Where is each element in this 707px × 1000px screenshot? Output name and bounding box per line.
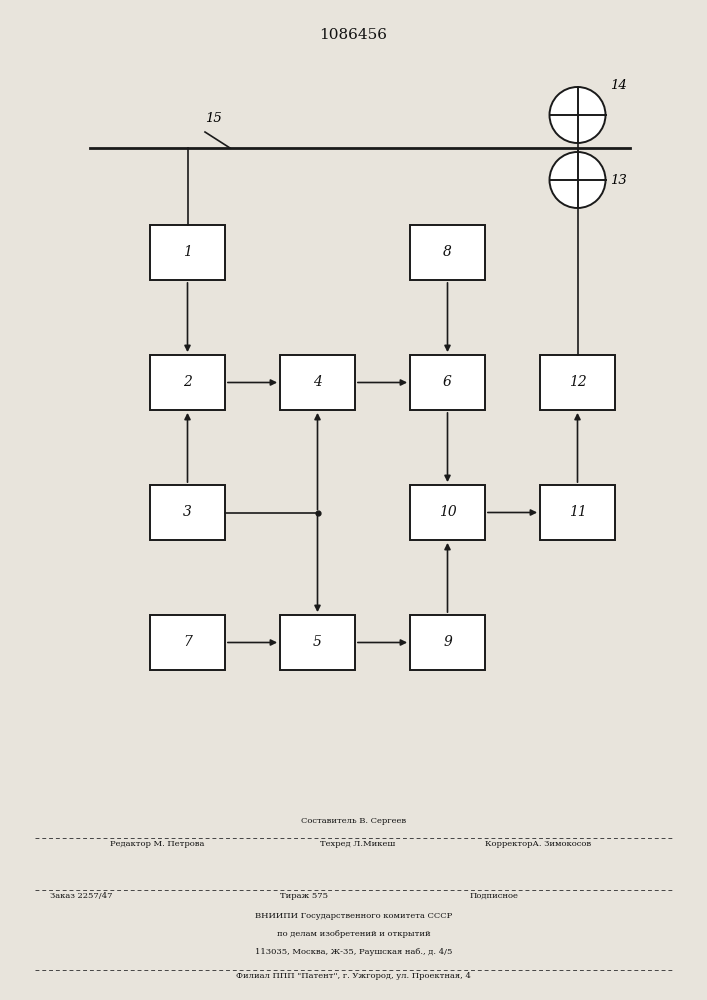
Text: 1086456: 1086456	[320, 28, 387, 42]
Text: Филиал ППП "Патент", г. Ужгород, ул. Проектная, 4: Филиал ППП "Патент", г. Ужгород, ул. Про…	[236, 972, 471, 980]
Bar	[540, 485, 615, 540]
Text: 3: 3	[183, 506, 192, 520]
Text: Техред Л.Микеш: Техред Л.Микеш	[320, 840, 395, 848]
Text: Редактор М. Петрова: Редактор М. Петрова	[110, 840, 204, 848]
Bar	[150, 225, 225, 280]
Text: 2: 2	[183, 375, 192, 389]
Text: 7: 7	[183, 636, 192, 650]
Text: Заказ 2257/47: Заказ 2257/47	[50, 892, 112, 900]
Circle shape	[549, 152, 605, 208]
Text: 6: 6	[443, 375, 452, 389]
Bar	[280, 615, 355, 670]
Text: 9: 9	[443, 636, 452, 650]
Text: Составитель В. Сергеев: Составитель В. Сергеев	[301, 817, 406, 825]
Text: 10: 10	[438, 506, 457, 520]
Bar	[150, 355, 225, 410]
Text: 13: 13	[611, 174, 627, 187]
Text: по делам изобретений и открытий: по делам изобретений и открытий	[276, 930, 431, 938]
Bar	[150, 615, 225, 670]
Text: 15: 15	[205, 112, 222, 125]
Bar	[410, 355, 485, 410]
Text: 113035, Москва, Ж-35, Раушская наб., д. 4/5: 113035, Москва, Ж-35, Раушская наб., д. …	[255, 948, 452, 956]
Text: 1: 1	[183, 245, 192, 259]
Text: 12: 12	[568, 375, 586, 389]
Text: КорректорА. Зимокосов: КорректорА. Зимокосов	[485, 840, 591, 848]
Text: 11: 11	[568, 506, 586, 520]
Bar	[540, 355, 615, 410]
Bar	[280, 355, 355, 410]
Text: ВНИИПИ Государственного комитета СССР: ВНИИПИ Государственного комитета СССР	[255, 912, 452, 920]
Bar	[410, 485, 485, 540]
Bar	[410, 225, 485, 280]
Text: 8: 8	[443, 245, 452, 259]
Text: Подписное: Подписное	[470, 892, 519, 900]
Text: 14: 14	[611, 79, 627, 92]
Text: 5: 5	[313, 636, 322, 650]
Text: Тираж 575: Тираж 575	[280, 892, 328, 900]
Bar	[410, 615, 485, 670]
Circle shape	[549, 87, 605, 143]
Bar	[150, 485, 225, 540]
Text: 4: 4	[313, 375, 322, 389]
